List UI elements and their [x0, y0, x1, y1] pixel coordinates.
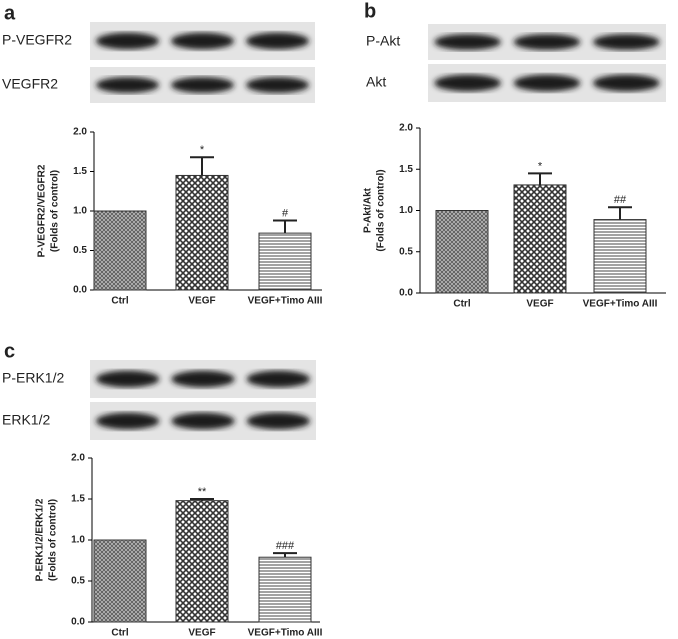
blot-label: P-VEGFR2 [2, 32, 72, 48]
y-axis-label: (Folds of control) [376, 169, 387, 251]
blot-band [246, 412, 310, 430]
x-tick-label: VEGF [188, 628, 215, 639]
bar [258, 556, 312, 623]
blot-label: ERK1/2 [2, 412, 50, 428]
y-tick-label: 2.0 [399, 123, 413, 134]
blot-band [96, 32, 159, 50]
panel-letter: c [4, 340, 15, 362]
error-bar [528, 172, 552, 185]
y-tick-label: 0.0 [73, 285, 87, 296]
blot-band [246, 32, 309, 50]
blot-band [171, 370, 235, 388]
error-bar [608, 206, 632, 220]
y-axis-label: (Folds of control) [50, 170, 61, 252]
bar [175, 500, 229, 623]
y-tick-label: 0.5 [399, 246, 413, 257]
y-axis-label: P-VEGFR2/VEGFR2 [37, 164, 48, 257]
blot-band [246, 370, 310, 388]
x-tick-label: VEGF+Timo AIII [248, 296, 323, 307]
y-axis-label: P-Akt/Akt [363, 187, 374, 233]
error-bar [190, 156, 214, 176]
blot-band [246, 77, 309, 93]
blot-band [96, 412, 160, 430]
significance-mark: # [282, 207, 289, 219]
blot-band [96, 77, 159, 93]
blot-label: P-Akt [366, 33, 400, 49]
blot-band [513, 74, 581, 92]
bar [513, 184, 567, 294]
panel-letter: a [4, 2, 16, 24]
x-tick-label: Ctrl [111, 628, 128, 639]
bar [435, 210, 489, 294]
x-tick-label: VEGF+Timo AIII [248, 628, 323, 639]
x-tick-label: VEGF [188, 296, 215, 307]
y-tick-label: 0.0 [71, 617, 85, 628]
blot-label: P-ERK1/2 [2, 370, 64, 386]
y-axis-label: (Folds of control) [48, 499, 59, 581]
y-tick-label: 1.0 [73, 206, 87, 217]
blot-band [434, 34, 501, 50]
y-tick-label: 1.5 [71, 494, 85, 505]
bar [175, 174, 229, 291]
significance-mark: ### [276, 540, 295, 552]
blot-band [171, 32, 234, 50]
blot-band [171, 77, 234, 93]
blot-label: Akt [366, 74, 386, 90]
bar [93, 539, 147, 623]
y-tick-label: 0.5 [73, 245, 87, 256]
y-tick-label: 2.0 [71, 453, 85, 464]
y-tick-label: 1.0 [71, 535, 85, 546]
significance-mark: ** [198, 486, 207, 498]
x-tick-label: VEGF [526, 299, 553, 310]
x-tick-label: Ctrl [453, 299, 470, 310]
significance-mark: * [200, 144, 205, 156]
y-tick-label: 1.5 [73, 166, 87, 177]
blot-band [434, 74, 501, 92]
significance-mark: ## [614, 194, 627, 206]
blot-band [513, 34, 581, 50]
bar [93, 210, 147, 291]
x-tick-label: VEGF+Timo AIII [583, 299, 658, 310]
bar [593, 219, 647, 294]
y-tick-label: 1.0 [399, 205, 413, 216]
blot-band [593, 34, 660, 50]
bar [258, 232, 312, 291]
x-tick-label: Ctrl [111, 296, 128, 307]
error-bar [190, 498, 214, 501]
blot-band [96, 370, 160, 388]
y-tick-label: 0.5 [71, 576, 85, 587]
y-tick-label: 0.0 [399, 288, 413, 299]
significance-mark: * [538, 160, 543, 172]
error-bar [273, 219, 297, 234]
error-bar [273, 552, 297, 558]
panel-letter: b [364, 0, 376, 22]
y-axis-label: P-ERK1/2/ERK1/2 [35, 498, 46, 581]
y-tick-label: 1.5 [399, 164, 413, 175]
blot-band [593, 74, 660, 92]
blot-band [171, 412, 235, 430]
y-tick-label: 2.0 [73, 127, 87, 138]
blot-label: VEGFR2 [2, 76, 58, 92]
